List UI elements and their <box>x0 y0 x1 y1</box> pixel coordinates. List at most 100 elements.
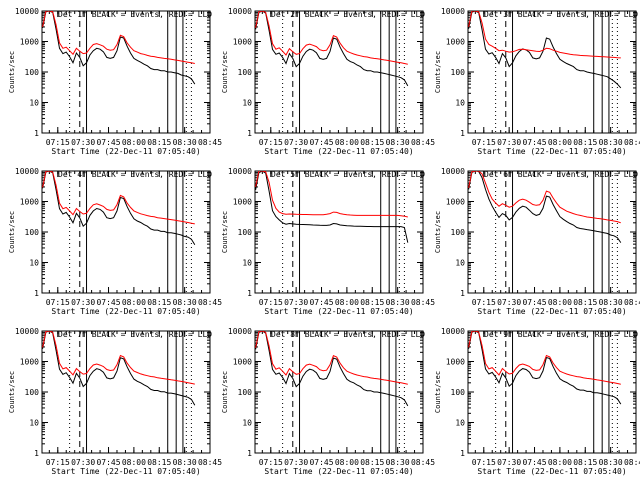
x-tick-label: 07:15 <box>46 298 70 307</box>
panel-6: 1 10 100 1000 10000 07:15 07:30 07:45 08:00 08:15… <box>434 167 640 316</box>
series-line-events <box>42 331 196 406</box>
x-tick-label: 07:15 <box>46 138 70 147</box>
series-group <box>468 331 622 405</box>
y-tick-label: 100 <box>451 388 466 397</box>
x-tick-label: 07:45 <box>309 138 333 147</box>
y-tick-label: 100 <box>238 388 253 397</box>
y-tick-label: 10 <box>455 259 465 268</box>
series-line-lld <box>468 331 621 385</box>
panel-4: 1 10 100 1000 10000 07:15 07:30 07:45 08:00 08:15… <box>8 167 222 316</box>
series-line-lld <box>255 11 408 65</box>
y-tick-label: 1000 <box>20 358 39 367</box>
x-tick-label: 08:30 <box>386 458 410 467</box>
y-tick-label: 10000 <box>441 167 465 176</box>
x-tick-label: 08:15 <box>360 138 384 147</box>
series-line-events <box>468 331 622 405</box>
y-axis-label: Counts/sec <box>8 211 16 253</box>
series-line-lld <box>42 331 195 385</box>
y-tick-label: 1000 <box>446 358 465 367</box>
panel-title: Det 7f BLACK = Events, RED = LLD <box>58 330 212 339</box>
y-tick-label: 10 <box>242 99 252 108</box>
plot-frame <box>254 10 424 134</box>
y-tick-label: 10000 <box>228 167 252 176</box>
plot-frame <box>41 330 211 454</box>
series-line-lld <box>468 171 621 224</box>
y-tick-label: 1 <box>247 449 252 458</box>
y-tick-label: 10 <box>29 259 39 268</box>
x-tick-label: 07:45 <box>96 138 120 147</box>
plot-frame <box>467 10 637 134</box>
y-tick-label: 1 <box>247 129 252 138</box>
y-tick-label: 1 <box>460 449 465 458</box>
x-tick-label: 08:00 <box>122 458 146 467</box>
series-group <box>468 11 622 89</box>
y-axis-label: Counts/sec <box>8 51 16 93</box>
x-tick-label: 08:45 <box>411 458 435 467</box>
marker-lines <box>69 171 192 293</box>
plot-frame <box>41 170 211 294</box>
y-tick-label: 10 <box>29 99 39 108</box>
series-line-events <box>468 171 622 243</box>
y-axis-label: Counts/sec <box>8 371 16 413</box>
panel-3: 1 10 100 1000 10000 07:15 07:30 07:45 08:00 08:15… <box>434 7 640 156</box>
y-tick-label: 10000 <box>15 7 39 16</box>
plot-frame <box>254 330 424 454</box>
x-tick-label: 07:45 <box>96 458 120 467</box>
series-line-lld <box>42 171 195 225</box>
x-axis-label: Start Time (22-Dec-11 07:05:40) <box>264 147 413 156</box>
x-tick-label: 07:30 <box>284 298 308 307</box>
panel-title: Det 6f BLACK = Events, RED = LLD <box>484 170 638 179</box>
marker-lines <box>69 331 192 453</box>
y-tick-label: 10000 <box>15 327 39 336</box>
marker-lines <box>495 171 618 293</box>
y-tick-label: 1 <box>247 289 252 298</box>
x-tick-label: 07:30 <box>71 458 95 467</box>
panel-title: Det 1f BLACK = Events, RED = LLD <box>58 10 212 19</box>
marker-lines <box>282 11 405 133</box>
x-tick-label: 07:45 <box>96 298 120 307</box>
x-tick-label: 08:30 <box>386 298 410 307</box>
x-tick-label: 07:15 <box>259 458 283 467</box>
panel-9: 1 10 100 1000 10000 07:15 07:30 07:45 08:00 08:15… <box>434 327 640 476</box>
x-tick-label: 08:00 <box>335 298 359 307</box>
x-tick-label: 08:00 <box>122 298 146 307</box>
y-tick-label: 10000 <box>15 167 39 176</box>
x-tick-label: 08:30 <box>599 298 623 307</box>
series-line-lld <box>255 331 408 385</box>
y-tick-label: 100 <box>238 68 253 77</box>
x-tick-label: 07:30 <box>71 298 95 307</box>
y-tick-label: 1 <box>34 449 39 458</box>
x-tick-label: 07:45 <box>522 458 546 467</box>
series-group <box>255 11 409 87</box>
y-tick-label: 1000 <box>446 38 465 47</box>
x-tick-label: 08:00 <box>335 458 359 467</box>
x-axis-label: Start Time (22-Dec-11 07:05:40) <box>477 147 626 156</box>
series-line-events <box>255 11 409 87</box>
x-tick-label: 08:15 <box>360 298 384 307</box>
y-tick-label: 10 <box>29 419 39 428</box>
panel-7: 1 10 100 1000 10000 07:15 07:30 07:45 08:00 08:15… <box>8 327 222 476</box>
y-axis-label: Counts/sec <box>434 51 442 93</box>
y-tick-label: 100 <box>451 68 466 77</box>
marker-lines <box>495 11 618 133</box>
series-group <box>255 171 409 243</box>
x-tick-label: 08:45 <box>198 138 222 147</box>
x-tick-label: 08:45 <box>624 298 640 307</box>
y-tick-label: 1 <box>460 289 465 298</box>
y-tick-label: 100 <box>451 228 466 237</box>
x-tick-label: 08:45 <box>624 458 640 467</box>
x-tick-label: 08:30 <box>173 458 197 467</box>
y-tick-label: 1000 <box>233 358 252 367</box>
series-group <box>42 171 196 246</box>
panel-1: 1 10 100 1000 10000 07:15 07:30 07:45 08:00 08:15… <box>8 7 222 156</box>
series-line-events <box>42 11 196 85</box>
y-tick-label: 1 <box>460 129 465 138</box>
y-tick-label: 1000 <box>233 38 252 47</box>
x-tick-label: 07:30 <box>497 298 521 307</box>
x-tick-label: 08:00 <box>548 138 572 147</box>
series-line-lld <box>255 171 408 218</box>
x-tick-label: 08:45 <box>411 298 435 307</box>
x-axis-label: Start Time (22-Dec-11 07:05:40) <box>477 307 626 316</box>
panel-5: 1 10 100 1000 10000 07:15 07:30 07:45 08:00 08:15… <box>221 167 435 316</box>
